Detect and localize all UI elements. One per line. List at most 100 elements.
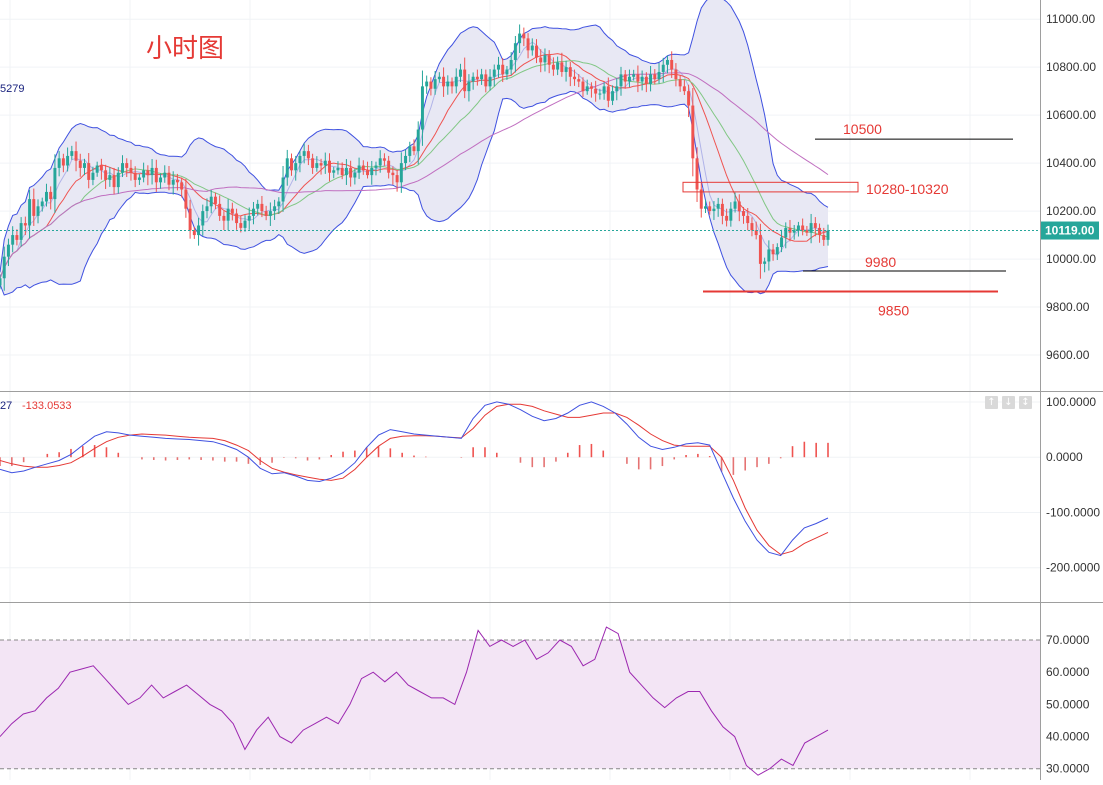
candle-body <box>813 223 817 228</box>
candle <box>319 158 323 175</box>
candle-body <box>450 81 454 87</box>
candle <box>661 57 665 83</box>
candle-body <box>6 244 10 257</box>
candle-body <box>454 76 458 87</box>
candle <box>349 160 353 187</box>
candle <box>209 189 213 214</box>
candle-body <box>712 208 716 212</box>
candle <box>784 222 788 249</box>
candle-body <box>391 172 395 176</box>
candle-body <box>615 86 619 92</box>
candle-body <box>353 172 357 178</box>
candle-body <box>408 146 412 156</box>
candle <box>513 35 517 73</box>
candle-body <box>2 256 6 279</box>
candle <box>581 77 585 97</box>
candle-body <box>822 235 826 240</box>
candle-body <box>239 223 243 228</box>
candle <box>712 201 716 220</box>
candle-body <box>315 163 319 168</box>
candle <box>399 152 403 193</box>
candle <box>70 145 74 160</box>
candle <box>480 68 484 85</box>
level-label-10500: 10500 <box>843 121 882 137</box>
candle <box>188 199 192 239</box>
candle <box>547 50 551 74</box>
candle <box>378 150 382 173</box>
candle-body <box>547 55 551 65</box>
candle <box>792 225 796 240</box>
candle <box>366 161 370 179</box>
candle <box>458 63 462 83</box>
candle <box>813 217 817 237</box>
candle-body <box>505 69 509 75</box>
move-pane-up-button[interactable]: ↑ <box>985 396 998 409</box>
candle-body <box>40 201 44 207</box>
bollinger-lower-line <box>0 90 829 296</box>
candle <box>627 69 631 88</box>
candle-body <box>74 151 78 161</box>
candle <box>640 70 644 91</box>
candle-body <box>513 43 517 60</box>
price-axis-tick-label: 11000.00 <box>1046 12 1095 26</box>
candle-body <box>725 215 729 221</box>
move-pane-down-button[interactable]: ↓ <box>1002 396 1015 409</box>
candle <box>551 57 555 76</box>
candle <box>729 202 733 227</box>
candle-body <box>805 230 809 233</box>
candle-body <box>687 91 691 106</box>
candle <box>108 167 112 187</box>
candle-body <box>750 223 754 231</box>
candle-body <box>627 76 631 82</box>
candle-body <box>116 172 120 188</box>
candle <box>306 144 310 166</box>
candle <box>467 74 471 102</box>
candle-body <box>87 163 91 180</box>
candle-body <box>733 201 737 209</box>
rsi-pane <box>0 626 829 776</box>
candle <box>818 223 822 243</box>
candle-body <box>49 191 53 200</box>
candle-body <box>53 167 57 200</box>
candle <box>420 70 424 146</box>
candle-body <box>780 237 784 248</box>
candle <box>112 167 116 195</box>
candle <box>535 39 538 64</box>
candle <box>526 33 530 59</box>
candle <box>699 183 703 218</box>
candle-body <box>530 45 534 51</box>
candle-body <box>361 165 365 171</box>
candle <box>40 197 44 212</box>
candle-body <box>374 165 378 168</box>
macd-axis-tick-label: -200.0000 <box>1046 561 1100 575</box>
candle <box>15 229 19 246</box>
candle <box>708 201 712 215</box>
candle-body <box>429 81 433 89</box>
candle-body <box>230 208 234 214</box>
candle-body <box>509 59 513 70</box>
candle <box>573 69 577 86</box>
candle-body <box>23 223 27 226</box>
candle <box>281 165 285 212</box>
candle <box>509 52 513 75</box>
candle <box>302 143 306 164</box>
candle-body <box>809 223 813 233</box>
candle-body <box>154 167 158 183</box>
maximize-pane-button[interactable]: ↕ <box>1019 396 1032 409</box>
candle-body <box>404 155 408 164</box>
candle <box>218 195 222 221</box>
candle <box>670 51 674 78</box>
candle-body <box>526 38 530 51</box>
candle-body <box>585 86 589 92</box>
candle-body <box>268 211 272 216</box>
candle-body <box>551 64 555 70</box>
candle <box>6 238 10 267</box>
chart-title: 小时图 <box>146 34 225 64</box>
candle-body <box>281 177 285 202</box>
candle <box>484 69 488 93</box>
candle <box>758 223 762 279</box>
candle <box>142 162 146 183</box>
candle <box>251 201 255 225</box>
candle-body <box>446 81 450 87</box>
candle-body <box>323 160 327 166</box>
